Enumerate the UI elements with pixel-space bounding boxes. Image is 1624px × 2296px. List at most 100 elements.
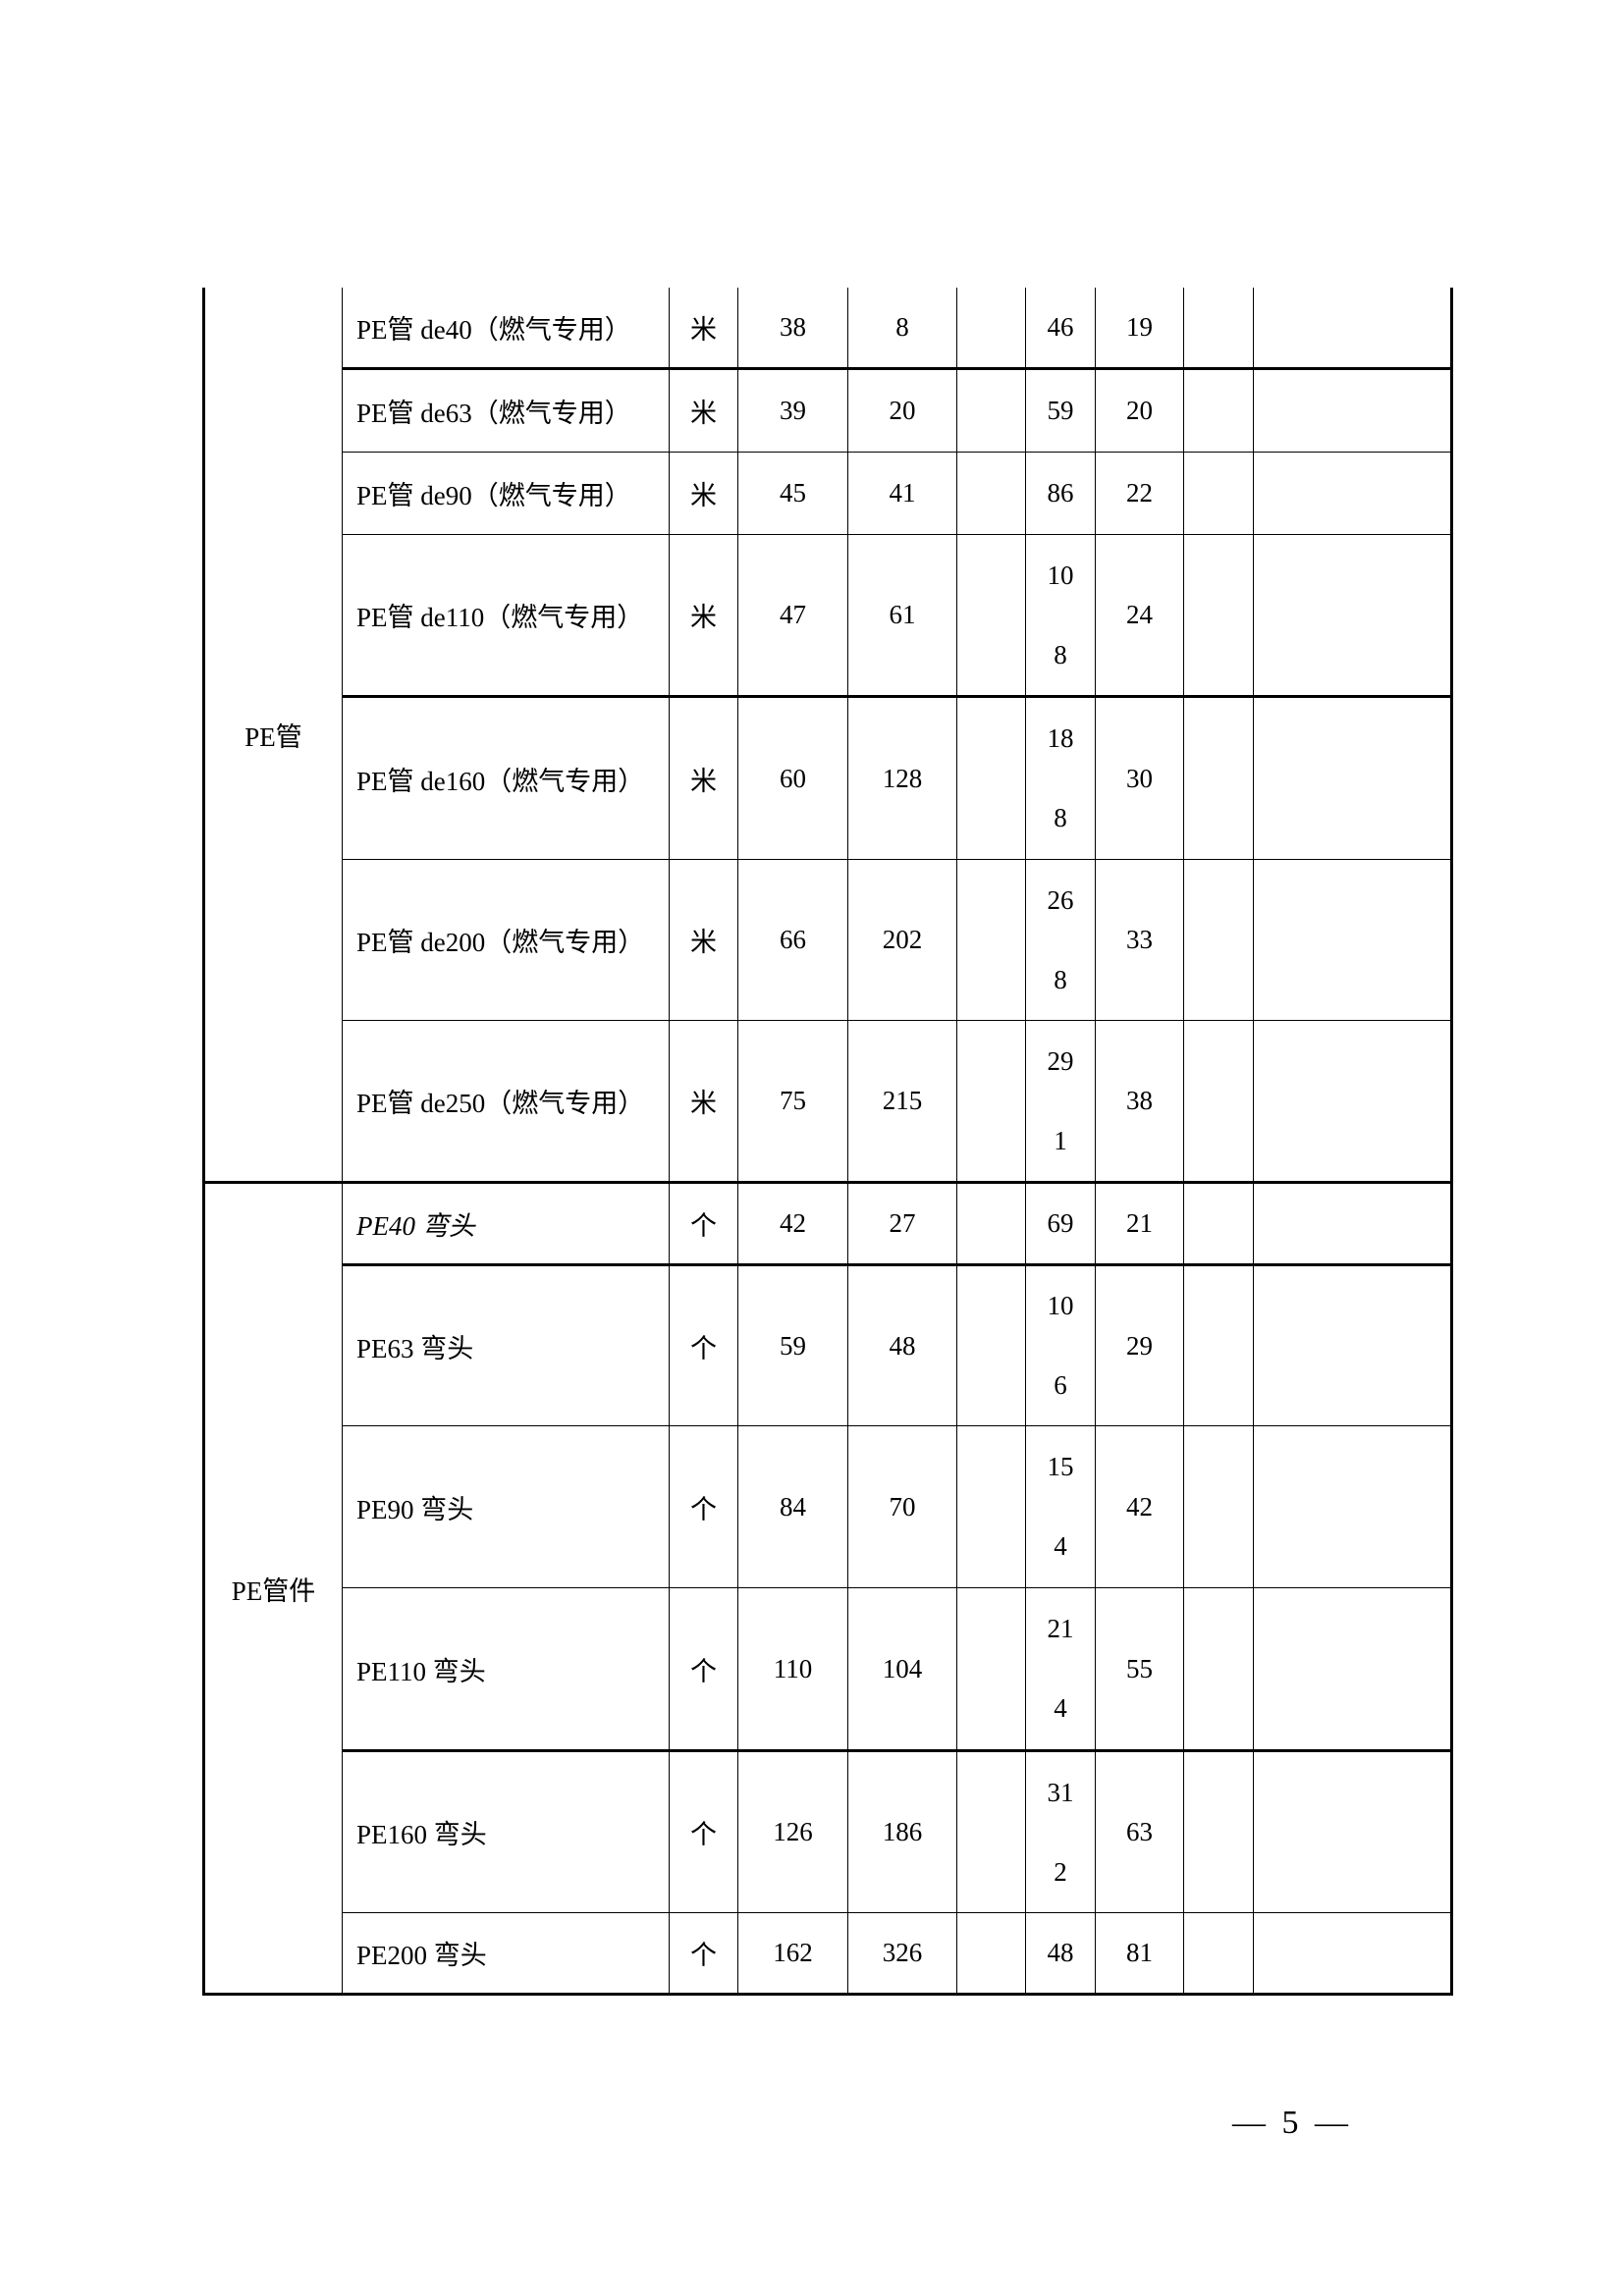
value-cell-c6 [1183, 1912, 1254, 1996]
value-cell-c7 [1253, 859, 1453, 1021]
value-cell-c6 [1183, 288, 1254, 370]
price-table: PE管 PE管 de40（燃气专用）米 38 8 46 19 PE管 de63（燃气专用）米… [202, 288, 1453, 1996]
value-cell-c2: 215 [847, 1020, 957, 1184]
item-name-cell: PE160 弯头 [342, 1750, 670, 1913]
value-cell-c5: 81 [1095, 1912, 1184, 1996]
unit-cell: 米 [669, 452, 738, 535]
value-cell-c2: 202 [847, 859, 957, 1021]
value-cell-c5: 29 [1095, 1264, 1184, 1426]
table-row: PE管 de160（燃气专用）米 60 128 188 30 [204, 696, 1453, 860]
value-cell-c3 [956, 859, 1026, 1021]
value-text: 86 [1047, 478, 1074, 507]
unit-cell: 米 [669, 534, 738, 698]
unit-cell: 个 [669, 1587, 738, 1752]
value-cell-c5: 38 [1095, 1020, 1184, 1184]
value-text: 214 [1047, 1614, 1074, 1723]
value-cell-c2: 326 [847, 1912, 957, 1996]
value-text: 69 [1047, 1208, 1074, 1238]
value-text: 108 [1047, 560, 1074, 669]
item-name-cell: PE200 弯头 [342, 1912, 670, 1996]
value-cell-c6 [1183, 1425, 1254, 1588]
value-text: 154 [1047, 1452, 1074, 1561]
value-cell-c5: 33 [1095, 859, 1184, 1021]
value-cell-c3 [956, 368, 1026, 453]
value-cell-c7 [1253, 1020, 1453, 1184]
table-row: PE200 弯头个 162 326 48 81 [204, 1912, 1453, 1996]
value-cell-c5: 21 [1095, 1181, 1184, 1266]
unit-cell: 个 [669, 1181, 738, 1266]
value-cell-c4: 48 [1025, 1912, 1096, 1996]
group-label: PE管件 [202, 1181, 343, 1996]
value-cell-c7 [1253, 1181, 1453, 1266]
value-cell-c1: 162 [737, 1912, 848, 1996]
value-cell-c3 [956, 1020, 1026, 1184]
unit-cell: 米 [669, 1020, 738, 1184]
value-cell-c5: 42 [1095, 1425, 1184, 1588]
value-cell-c5: 19 [1095, 288, 1184, 370]
value-cell-c4: 59 [1025, 368, 1096, 453]
value-cell-c2: 41 [847, 452, 957, 535]
value-cell-c3 [956, 288, 1026, 370]
value-cell-c2: 104 [847, 1587, 957, 1752]
table-row: PE63 弯头个 59 48 106 29 [204, 1264, 1453, 1426]
value-text: 48 [1047, 1938, 1074, 1967]
value-cell-c3 [956, 1425, 1026, 1588]
value-cell-c4: 312 [1025, 1750, 1096, 1913]
unit-cell: 米 [669, 696, 738, 860]
unit-cell: 米 [669, 288, 738, 370]
value-cell-c7 [1253, 1264, 1453, 1426]
value-cell-c1: 38 [737, 288, 848, 370]
value-text: 268 [1047, 884, 1074, 994]
table-row: PE管 PE管 de40（燃气专用）米 38 8 46 19 [202, 288, 1453, 1184]
value-cell-c1: 126 [737, 1750, 848, 1913]
value-cell-c6 [1183, 368, 1254, 453]
value-cell-c5: 20 [1095, 368, 1184, 453]
item-name-cell: PE管 de63（燃气专用） [342, 368, 670, 453]
group-label: PE管 [202, 288, 343, 1184]
value-cell-c7 [1253, 288, 1453, 370]
value-cell-c4: 86 [1025, 452, 1096, 535]
value-cell-c7 [1253, 368, 1453, 453]
item-name-cell: PE管 de40（燃气专用） [342, 288, 670, 370]
value-cell-c7 [1253, 1587, 1453, 1752]
value-cell-c1: 47 [737, 534, 848, 698]
value-cell-c7 [1253, 452, 1453, 535]
value-cell-c3 [956, 696, 1026, 860]
value-cell-c5: 30 [1095, 696, 1184, 860]
value-cell-c4: 268 [1025, 859, 1096, 1021]
unit-cell: 个 [669, 1264, 738, 1426]
item-name-cell: PE110 弯头 [342, 1587, 670, 1752]
value-cell-c4: 69 [1025, 1181, 1096, 1266]
item-name-cell: PE40 弯头 [342, 1181, 670, 1266]
table-row: PE管 de250（燃气专用）米 75 215 291 38 [204, 1020, 1453, 1184]
unit-cell: 个 [669, 1912, 738, 1996]
item-name-cell: PE管 de250（燃气专用） [342, 1020, 670, 1184]
value-text: 59 [1047, 396, 1074, 425]
value-cell-c2: 128 [847, 696, 957, 860]
item-name-cell: PE管 de200（燃气专用） [342, 859, 670, 1021]
value-cell-c7 [1253, 696, 1453, 860]
value-cell-c2: 48 [847, 1264, 957, 1426]
unit-cell: 个 [669, 1750, 738, 1913]
value-cell-c1: 39 [737, 368, 848, 453]
value-cell-c2: 8 [847, 288, 957, 370]
value-cell-c1: 84 [737, 1425, 848, 1588]
table-row: PE管件 PE40 弯头个 42 27 69 21 [202, 1181, 1453, 1996]
table-row: PE110 弯头个 110 104 214 55 [204, 1587, 1453, 1752]
value-cell-c1: 75 [737, 1020, 848, 1184]
value-cell-c1: 66 [737, 859, 848, 1021]
value-cell-c3 [956, 1912, 1026, 1996]
value-cell-c5: 55 [1095, 1587, 1184, 1752]
value-cell-c7 [1253, 1425, 1453, 1588]
value-cell-c3 [956, 1587, 1026, 1752]
value-cell-c4: 154 [1025, 1425, 1096, 1588]
value-cell-c5: 24 [1095, 534, 1184, 698]
value-cell-c4: 106 [1025, 1264, 1096, 1426]
value-cell-c7 [1253, 1912, 1453, 1996]
value-cell-c3 [956, 452, 1026, 535]
value-cell-c6 [1183, 696, 1254, 860]
table-row: PE管 de110（燃气专用）米 47 61 108 24 [204, 534, 1453, 698]
value-cell-c1: 45 [737, 452, 848, 535]
table-row: PE90 弯头个 84 70 154 42 [204, 1425, 1453, 1588]
value-cell-c2: 27 [847, 1181, 957, 1266]
